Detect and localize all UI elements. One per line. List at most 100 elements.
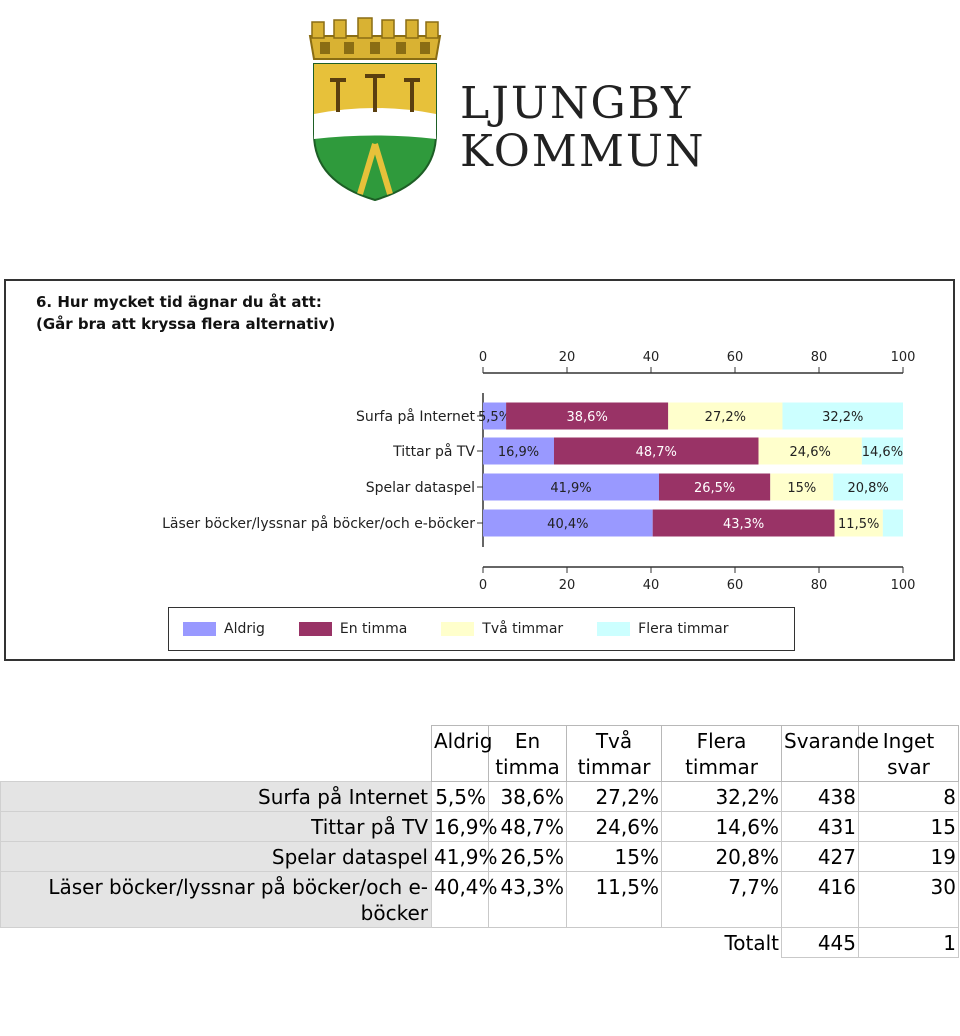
logo-text-kommun: KOMMUN (460, 126, 706, 177)
category-label: Tittar på TV (392, 443, 475, 460)
table-row: Läser böcker/lyssnar på böcker/och e-böc… (0, 871, 959, 928)
x-tick-label-bottom: 0 (479, 578, 487, 593)
results-table: Aldrig En timma Två timmar Flera timmar … (0, 725, 959, 958)
table-cell: 24,6% (566, 811, 662, 842)
bar-data-label: 15% (787, 481, 816, 496)
coat-of-arms-icon (308, 17, 442, 202)
row-label: Spelar dataspel (0, 841, 432, 872)
row-label: Surfa på Internet (0, 781, 432, 812)
legend-swatch (298, 622, 332, 636)
legend-item: En timma (298, 621, 408, 637)
table-cell: 38,6% (488, 781, 567, 812)
bar-data-label: 43,3% (723, 517, 764, 532)
bar-segment (834, 509, 883, 537)
table-cell: 14,6% (661, 811, 782, 842)
bar-data-label: 40,4% (547, 517, 588, 532)
table-cell: 30 (858, 871, 959, 928)
x-tick-label-top: 100 (891, 350, 916, 365)
bar-segment (652, 509, 835, 537)
x-tick-label-bottom: 60 (727, 578, 744, 593)
table-row: Tittar på TV 16,9% 48,7% 24,6% 14,6% 431 15 (0, 811, 959, 842)
legend-swatch (441, 622, 475, 636)
table-cell: 19 (858, 841, 959, 872)
category-label: Spelar dataspel (366, 480, 475, 496)
table-row: Surfa på Internet 5,5% 38,6% 27,2% 32,2% 438 8 (0, 781, 959, 812)
table-cell: 416 (781, 871, 859, 928)
category-label: Surfa på Internet (356, 408, 475, 425)
total-respondents: 445 (781, 927, 859, 958)
row-label: Tittar på TV (0, 811, 432, 842)
table-cell: 7,7% (661, 871, 782, 928)
legend-label: En timma (339, 621, 408, 637)
chart-title: 6. Hur mycket tid ägnar du åt att: (Går … (36, 291, 335, 335)
bar-segment (758, 437, 862, 465)
bar-data-label: 24,6% (790, 445, 831, 460)
table-cell: 431 (781, 811, 859, 842)
bar-segment (483, 437, 554, 465)
table-corner (0, 725, 432, 782)
table-cell: 40,4% (431, 871, 498, 928)
table-cell: 16,9% (431, 811, 498, 842)
chart-panel: 6. Hur mycket tid ägnar du åt att: (Går … (4, 279, 955, 661)
table-cell: 438 (781, 781, 859, 812)
table-cell: 427 (781, 841, 859, 872)
bar-data-label: 41,9% (550, 481, 591, 496)
table-cell: 5,5% (431, 781, 489, 812)
legend-swatch (597, 622, 631, 636)
col-header-inget-svar: Inget svar (858, 725, 959, 782)
bar-data-label: 14,6% (862, 445, 903, 460)
table-cell: 11,5% (566, 871, 662, 928)
table-cell: 41,9% (431, 841, 498, 872)
table-row: Spelar dataspel 41,9% 26,5% 15% 20,8% 427 19 (0, 841, 959, 872)
table-cell: 15% (566, 841, 662, 872)
table-cell: 15 (858, 811, 959, 842)
x-tick-label-bottom: 40 (643, 578, 660, 593)
x-tick-label-bottom: 80 (811, 578, 828, 593)
bar-segment (668, 402, 783, 430)
legend-item: Aldrig (183, 621, 265, 637)
total-label: Totalt (661, 927, 782, 958)
table-cell: 20,8% (661, 841, 782, 872)
bar-segment (483, 402, 507, 430)
row-label: Läser böcker/lyssnar på böcker/och e-böc… (0, 871, 432, 928)
bar-segment (483, 509, 653, 537)
bar-segment (483, 473, 659, 501)
category-label: Läser böcker/lyssnar på böcker/och e-böc… (162, 515, 475, 532)
table-cell: 26,5% (488, 841, 567, 872)
bar-data-label: 48,7% (636, 445, 677, 460)
x-tick-label-bottom: 100 (891, 578, 916, 593)
bar-segment (770, 473, 834, 501)
bar-data-label: 5,5% (478, 410, 511, 425)
logo-text-ljungby: LJUNGBY (460, 78, 693, 129)
legend-label: Flera timmar (638, 621, 729, 637)
x-tick-label-top: 0 (479, 350, 487, 365)
table-header-row: Aldrig En timma Två timmar Flera timmar … (0, 725, 959, 782)
bar-data-label: 32,2% (822, 410, 863, 425)
chart-title-line2: (Går bra att kryssa flera alternativ) (36, 315, 336, 333)
x-tick-label-top: 60 (727, 350, 744, 365)
bar-data-label: 11,5% (838, 517, 879, 532)
x-tick-label-top: 40 (643, 350, 660, 365)
bar-segment (553, 437, 759, 465)
bar-segment (658, 473, 771, 501)
col-header-aldrig: Aldrig (431, 725, 492, 782)
table-cell: 32,2% (661, 781, 782, 812)
col-header-tva-timmar: Två timmar (566, 725, 662, 782)
x-tick-label-bottom: 20 (559, 578, 576, 593)
chart-title-line1: 6. Hur mycket tid ägnar du åt att: (36, 293, 322, 311)
x-tick-label-top: 20 (559, 350, 576, 365)
table-cell: 8 (858, 781, 959, 812)
bar-segment (506, 402, 669, 430)
x-tick-label-top: 80 (811, 350, 828, 365)
bar-data-label: 16,9% (498, 445, 539, 460)
table-cell: 48,7% (488, 811, 567, 842)
bar-segment (833, 473, 903, 501)
col-header-flera-timmar: Flera timmar (661, 725, 782, 782)
chart-legend: Aldrig En timma Två timmar Flera timmar (168, 607, 795, 651)
col-header-svarande: Svarande (781, 725, 879, 782)
bar-data-label: 20,8% (847, 481, 888, 496)
ljungby-kommun-logo: LJUNGBY KOMMUN (300, 14, 703, 214)
legend-item: Två timmar (441, 621, 563, 637)
legend-swatch (183, 622, 216, 636)
table-total-row: Totalt 445 1 (0, 927, 959, 958)
